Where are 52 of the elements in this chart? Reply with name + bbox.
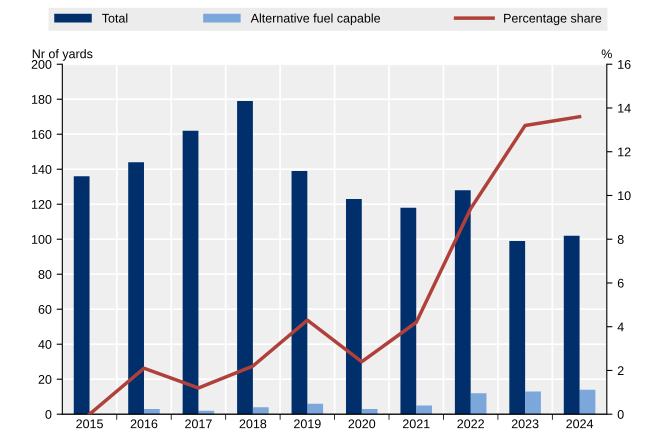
- legend-label: Total: [102, 13, 128, 23]
- y2-tick-label: 16: [618, 60, 631, 69]
- x-tick-label: 2018: [240, 419, 266, 428]
- y2-tick-label: 12: [618, 148, 630, 156]
- bar: [252, 407, 269, 414]
- y2-tick-label: 8: [618, 235, 624, 244]
- bar: [307, 404, 324, 414]
- y-tick-label: 120: [32, 200, 52, 209]
- bar: [182, 130, 198, 414]
- legend-label: Percentage share: [504, 13, 602, 26]
- y2-tick-label: 4: [618, 322, 624, 332]
- y2-tick-label: 10: [618, 191, 631, 200]
- y2-tick-label: 14: [618, 104, 631, 113]
- bar: [564, 236, 580, 414]
- y-tick-label: 140: [32, 165, 52, 174]
- y-tick-label: 180: [32, 95, 52, 104]
- bar: [525, 391, 541, 414]
- y-axis-title: Nr of yards: [32, 49, 92, 61]
- bar: [346, 198, 362, 414]
- x-tick-label: 2024: [566, 419, 594, 428]
- bar: [470, 393, 486, 414]
- bar: [237, 100, 253, 414]
- bar: [400, 208, 416, 414]
- y-tick-label: 40: [38, 340, 52, 349]
- x-tick-label: 2020: [348, 419, 376, 428]
- y-tick-label: 60: [38, 305, 52, 314]
- y2-tick-label: 0: [618, 410, 624, 419]
- y-tick-label: 160: [32, 130, 52, 139]
- line-series: [88, 114, 582, 414]
- y-tick-label: 80: [38, 270, 52, 279]
- legend-label: Alternative fuel capable: [250, 13, 380, 26]
- x-tick-label: 2019: [294, 419, 321, 428]
- x-tick-label: 2021: [402, 419, 430, 428]
- x-tick-label: 2016: [130, 419, 158, 428]
- bar: [454, 190, 471, 414]
- y2-tick-label: 6: [618, 278, 624, 288]
- y-tick-label: 0: [45, 410, 52, 419]
- bar: [416, 405, 432, 414]
- bar: [292, 170, 308, 414]
- x-tick-label: 2017: [185, 419, 212, 428]
- y-tick-label: 200: [32, 60, 52, 69]
- y2-axis-title: %: [602, 49, 612, 58]
- y2-tick-label: 2: [618, 366, 624, 375]
- x-tick-label: 2015: [76, 419, 103, 428]
- y-tick-label: 20: [38, 375, 52, 384]
- bar: [509, 240, 526, 414]
- x-tick-label: 2023: [512, 419, 538, 428]
- x-tick-label: 2022: [457, 419, 484, 428]
- bar: [580, 390, 596, 414]
- bar: [128, 162, 144, 414]
- bar: [74, 176, 90, 414]
- y-tick-label: 100: [32, 235, 52, 244]
